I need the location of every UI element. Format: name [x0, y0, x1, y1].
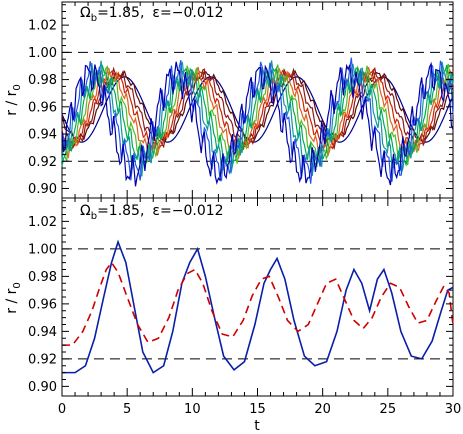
- bottom-series-group: [62, 239, 454, 374]
- y-tick-label: 1.00: [28, 242, 57, 257]
- y-tick-label: 0.92: [28, 155, 57, 170]
- y-tick-label: 0.90: [28, 182, 57, 197]
- x-tick-label: 0: [58, 402, 66, 417]
- y-tick-label: 0.96: [28, 100, 57, 115]
- x-tick-label: 10: [184, 402, 201, 417]
- series-line: [62, 261, 454, 346]
- series-line: [61, 68, 454, 152]
- x-tick-label: 30: [445, 402, 462, 417]
- top-y-axis-label: r / r0: [4, 84, 23, 116]
- y-tick-label: 1.02: [28, 215, 57, 230]
- top-series-group: [61, 57, 454, 187]
- y-tick-label: 0.96: [28, 297, 57, 312]
- y-tick-label: 0.94: [28, 128, 57, 143]
- y-tick-label: 0.92: [28, 352, 57, 367]
- y-tick-label: 1.02: [28, 19, 57, 34]
- top-reference-lines: [62, 51, 453, 162]
- top-y-ticks: 0.90 0.92 0.94 0.96 0.98 1.00 1.02: [28, 4, 453, 197]
- top-panel: 0.90 0.92 0.94 0.96 0.98 1.00 1.02 Ωb=1.85, ε=−…: [4, 1, 454, 199]
- bottom-plot-frame: [61, 197, 454, 397]
- y-tick-label: 0.98: [28, 270, 57, 285]
- bottom-x-ticks: 0 5 10 15 20 25 30: [58, 198, 461, 417]
- series-line: [61, 69, 454, 143]
- series-line: [61, 63, 454, 166]
- y-tick-label: 1.00: [28, 46, 57, 61]
- x-tick-label: 20: [314, 402, 331, 417]
- y-tick-label: 0.90: [28, 380, 57, 395]
- top-annotation: Ωb=1.85, ε=−0.012: [80, 5, 224, 24]
- bottom-panel: 0.90 0.92 0.94 0.96 0.98 1.00 1.02 0 5 10 15 20 25 3…: [4, 197, 461, 434]
- x-tick-label: 5: [123, 402, 131, 417]
- series-line: [61, 61, 454, 187]
- series-line: [61, 57, 454, 184]
- x-tick-label: 15: [249, 402, 266, 417]
- x-axis-label: t: [254, 418, 260, 434]
- series-line: [61, 60, 454, 177]
- bottom-y-axis-label: r / r0: [4, 282, 23, 314]
- x-tick-label: 25: [380, 402, 397, 417]
- series-line: [62, 239, 454, 374]
- y-tick-label: 0.98: [28, 73, 57, 88]
- bottom-reference-lines: [62, 248, 453, 360]
- top-x-ticks: [61, 2, 454, 198]
- bottom-y-ticks: 0.90 0.92 0.94 0.96 0.98 1.00 1.02: [28, 200, 453, 395]
- bottom-annotation: Ωb=1.85, ε=−0.012: [80, 203, 224, 222]
- y-tick-label: 0.94: [28, 325, 57, 340]
- series-line: [61, 66, 454, 160]
